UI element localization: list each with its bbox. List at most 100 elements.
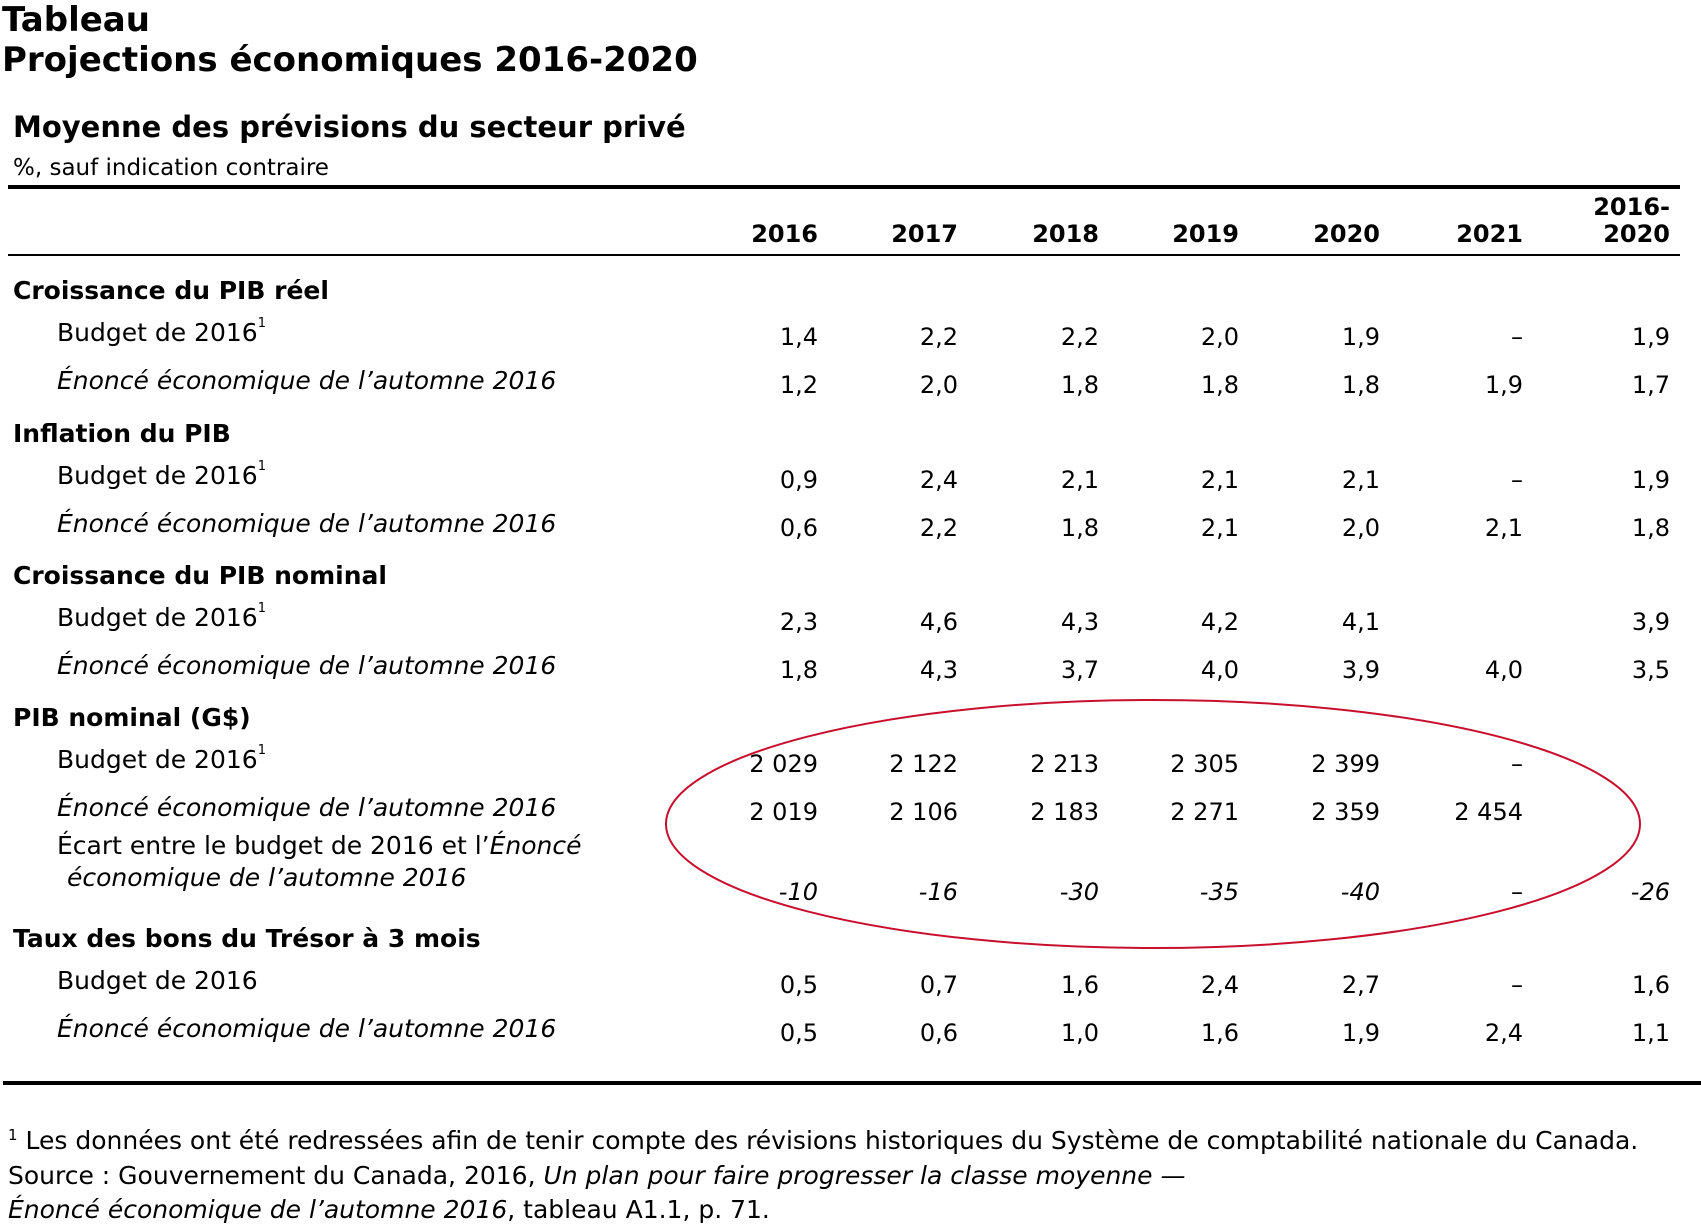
- table-cell: 2,4: [1200, 971, 1239, 999]
- row-label: Budget de 20161: [57, 601, 266, 632]
- bottom-rule: [3, 1081, 1701, 1085]
- table-cell: –: [1511, 750, 1523, 778]
- column-header-2020: 2020: [1313, 220, 1380, 248]
- table-cell: 1,9: [1484, 371, 1523, 399]
- table-cell: 4,0: [1484, 656, 1523, 684]
- table-cell: 2 183: [1030, 798, 1099, 826]
- table-cell: 2,3: [779, 608, 818, 636]
- table-cell: -35: [1199, 878, 1239, 906]
- table-cell: 3,9: [1341, 656, 1380, 684]
- table-cell: 2,1: [1341, 466, 1380, 494]
- table-cell: 4,3: [919, 656, 958, 684]
- source-prefix: Source : Gouvernement du Canada, 2016,: [8, 1161, 544, 1190]
- row-label-text: Budget de 2016: [57, 603, 258, 632]
- row-label-text: Budget de 2016: [57, 461, 258, 490]
- footnote-ref: 1: [257, 316, 266, 331]
- table-cell: 1,8: [1200, 371, 1239, 399]
- table-cell: 1,8: [1060, 371, 1099, 399]
- row-label: Budget de 20161: [57, 743, 266, 774]
- row-label: Budget de 20161: [57, 459, 266, 490]
- table-cell: –: [1511, 323, 1523, 351]
- table-cell: 1,9: [1631, 323, 1670, 351]
- source-line-1: Source : Gouvernement du Canada, 2016, U…: [8, 1161, 1185, 1190]
- row-label: Écart entre le budget de 2016 et l’Énonc…: [57, 831, 582, 860]
- table-cell: 1,4: [779, 323, 818, 351]
- table-cell: 1,8: [779, 656, 818, 684]
- table-cell: 2,7: [1341, 971, 1380, 999]
- table-cell: 2 019: [749, 798, 818, 826]
- row-label: Budget de 2016: [57, 966, 258, 995]
- table-cell: 1,6: [1060, 971, 1099, 999]
- table-cell: 1,9: [1341, 323, 1380, 351]
- table-cell: 3,9: [1631, 608, 1670, 636]
- table-cell: 3,5: [1631, 656, 1670, 684]
- table-cell: 2,2: [919, 323, 958, 351]
- table-cell: 4,1: [1341, 608, 1380, 636]
- table-cell: 1,1: [1631, 1019, 1670, 1047]
- table-cell: 1,6: [1631, 971, 1670, 999]
- table-cell: 1,2: [779, 371, 818, 399]
- section-heading: Taux des bons du Trésor à 3 mois: [13, 924, 481, 953]
- column-header-2016-2020-line1: 2016-: [1593, 193, 1670, 221]
- row-label-text: Énoncé économique de l’automne 2016: [57, 793, 557, 822]
- table-cell: 2,2: [919, 514, 958, 542]
- table-cell: 4,6: [919, 608, 958, 636]
- table-cell: –: [1511, 878, 1523, 906]
- footnote-marker: 1: [8, 1126, 18, 1144]
- table-cell: 2 106: [889, 798, 958, 826]
- row-label-text: Énoncé économique de l’automne 2016: [57, 651, 557, 680]
- table-cell: 1,0: [1060, 1019, 1099, 1047]
- row-label: Budget de 20161: [57, 316, 266, 347]
- table-cell: 1,8: [1060, 514, 1099, 542]
- column-header-2016: 2016: [751, 220, 818, 248]
- row-label: Énoncé économique de l’automne 2016: [57, 793, 556, 822]
- row-label-text: Énoncé économique de l’automne 2016: [57, 366, 557, 395]
- table-cell: 0,5: [779, 1019, 818, 1047]
- table-cell: 1,6: [1200, 1019, 1239, 1047]
- table-cell: 2,4: [919, 466, 958, 494]
- table-cell: 2 271: [1170, 798, 1239, 826]
- row-label: Énoncé économique de l’automne 2016: [57, 366, 556, 395]
- footnote-text: Les données ont été redressées afin de t…: [17, 1126, 1639, 1155]
- row-label-text: Budget de 2016: [57, 745, 258, 774]
- table-cell: 0,5: [779, 971, 818, 999]
- table-cell: 2 122: [889, 750, 958, 778]
- section-heading: Croissance du PIB nominal: [13, 561, 387, 590]
- table-cell: -30: [1059, 878, 1099, 906]
- page-title: Projections économiques 2016-2020: [2, 40, 698, 80]
- table-cell: 2,1: [1200, 466, 1239, 494]
- table-cell: 2,1: [1484, 514, 1523, 542]
- table-cell: 2,2: [1060, 323, 1099, 351]
- section-heading: Croissance du PIB réel: [13, 276, 329, 305]
- table-cell: 1,8: [1341, 371, 1380, 399]
- row-label-line2: économique de l’automne 2016: [67, 863, 467, 892]
- footnote: 1 Les données ont été redressées afin de…: [8, 1126, 1638, 1155]
- table-cell: 2,1: [1060, 466, 1099, 494]
- table-cell: 1,7: [1631, 371, 1670, 399]
- source-subtitle: Énoncé économique de l’automne 2016: [8, 1195, 508, 1224]
- footnote-ref: 1: [257, 743, 266, 758]
- table-cell: 1,9: [1631, 466, 1670, 494]
- table-cell: 4,2: [1200, 608, 1239, 636]
- source-title: Un plan pour faire progresser la classe …: [543, 1161, 1186, 1190]
- table-cell: 0,9: [779, 466, 818, 494]
- section-heading: Inflation du PIB: [13, 419, 231, 448]
- top-rule: [8, 185, 1680, 189]
- footnote-ref: 1: [257, 601, 266, 616]
- table-cell: -10: [778, 878, 818, 906]
- table-subtitle: Moyenne des prévisions du secteur privé: [13, 110, 686, 144]
- table-cell: 2 454: [1454, 798, 1523, 826]
- row-label-text: Budget de 2016: [57, 318, 258, 347]
- table-cell: -16: [918, 878, 958, 906]
- table-cell: 0,7: [919, 971, 958, 999]
- row-label: Énoncé économique de l’automne 2016: [57, 509, 556, 538]
- unit-note: %, sauf indication contraire: [13, 155, 329, 181]
- row-label: Énoncé économique de l’automne 2016: [57, 651, 556, 680]
- table-cell: 2 399: [1311, 750, 1380, 778]
- table-cell: 4,3: [1060, 608, 1099, 636]
- table-cell: -26: [1630, 878, 1670, 906]
- table-cell: 2 213: [1030, 750, 1099, 778]
- column-header-2021: 2021: [1456, 220, 1523, 248]
- table-cell: 0,6: [779, 514, 818, 542]
- table-cell: 2,0: [919, 371, 958, 399]
